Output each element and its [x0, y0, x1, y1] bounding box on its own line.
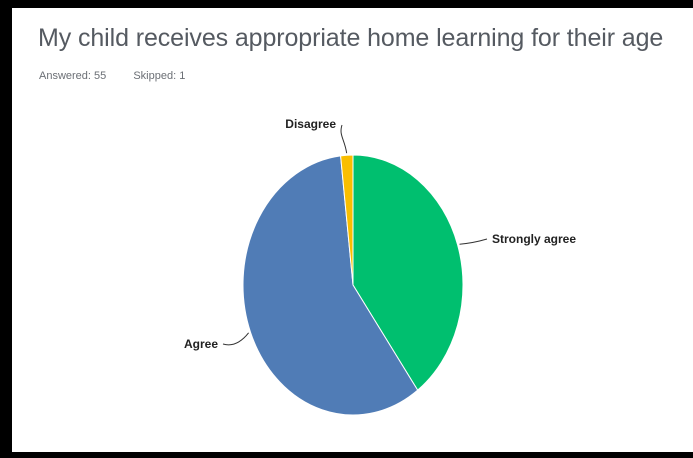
question-title: My child receives appropriate home learn…	[38, 24, 664, 52]
leader-line-agree	[222, 332, 250, 346]
pie-slice-disagree	[340, 154, 354, 286]
pie-slices	[242, 154, 464, 416]
pie-label-strongly-agree: Strongly agree	[492, 232, 576, 246]
pie-label-agree: Agree	[184, 337, 218, 351]
pie-slice-agree	[242, 155, 419, 416]
response-stats: Answered: 55 Skipped: 1	[39, 70, 209, 82]
skipped-count: Skipped: 1	[133, 70, 186, 82]
pie-labels: Strongly agree Agree Disagree	[184, 117, 576, 351]
leader-line-strongly-agree	[459, 238, 488, 245]
leader-line-disagree	[340, 124, 348, 154]
pie-slice-strongly-agree	[352, 154, 464, 391]
pie-label-disagree: Disagree	[285, 117, 336, 131]
answered-count: Answered: 55	[39, 70, 107, 82]
pie-leader-lines	[222, 124, 488, 346]
